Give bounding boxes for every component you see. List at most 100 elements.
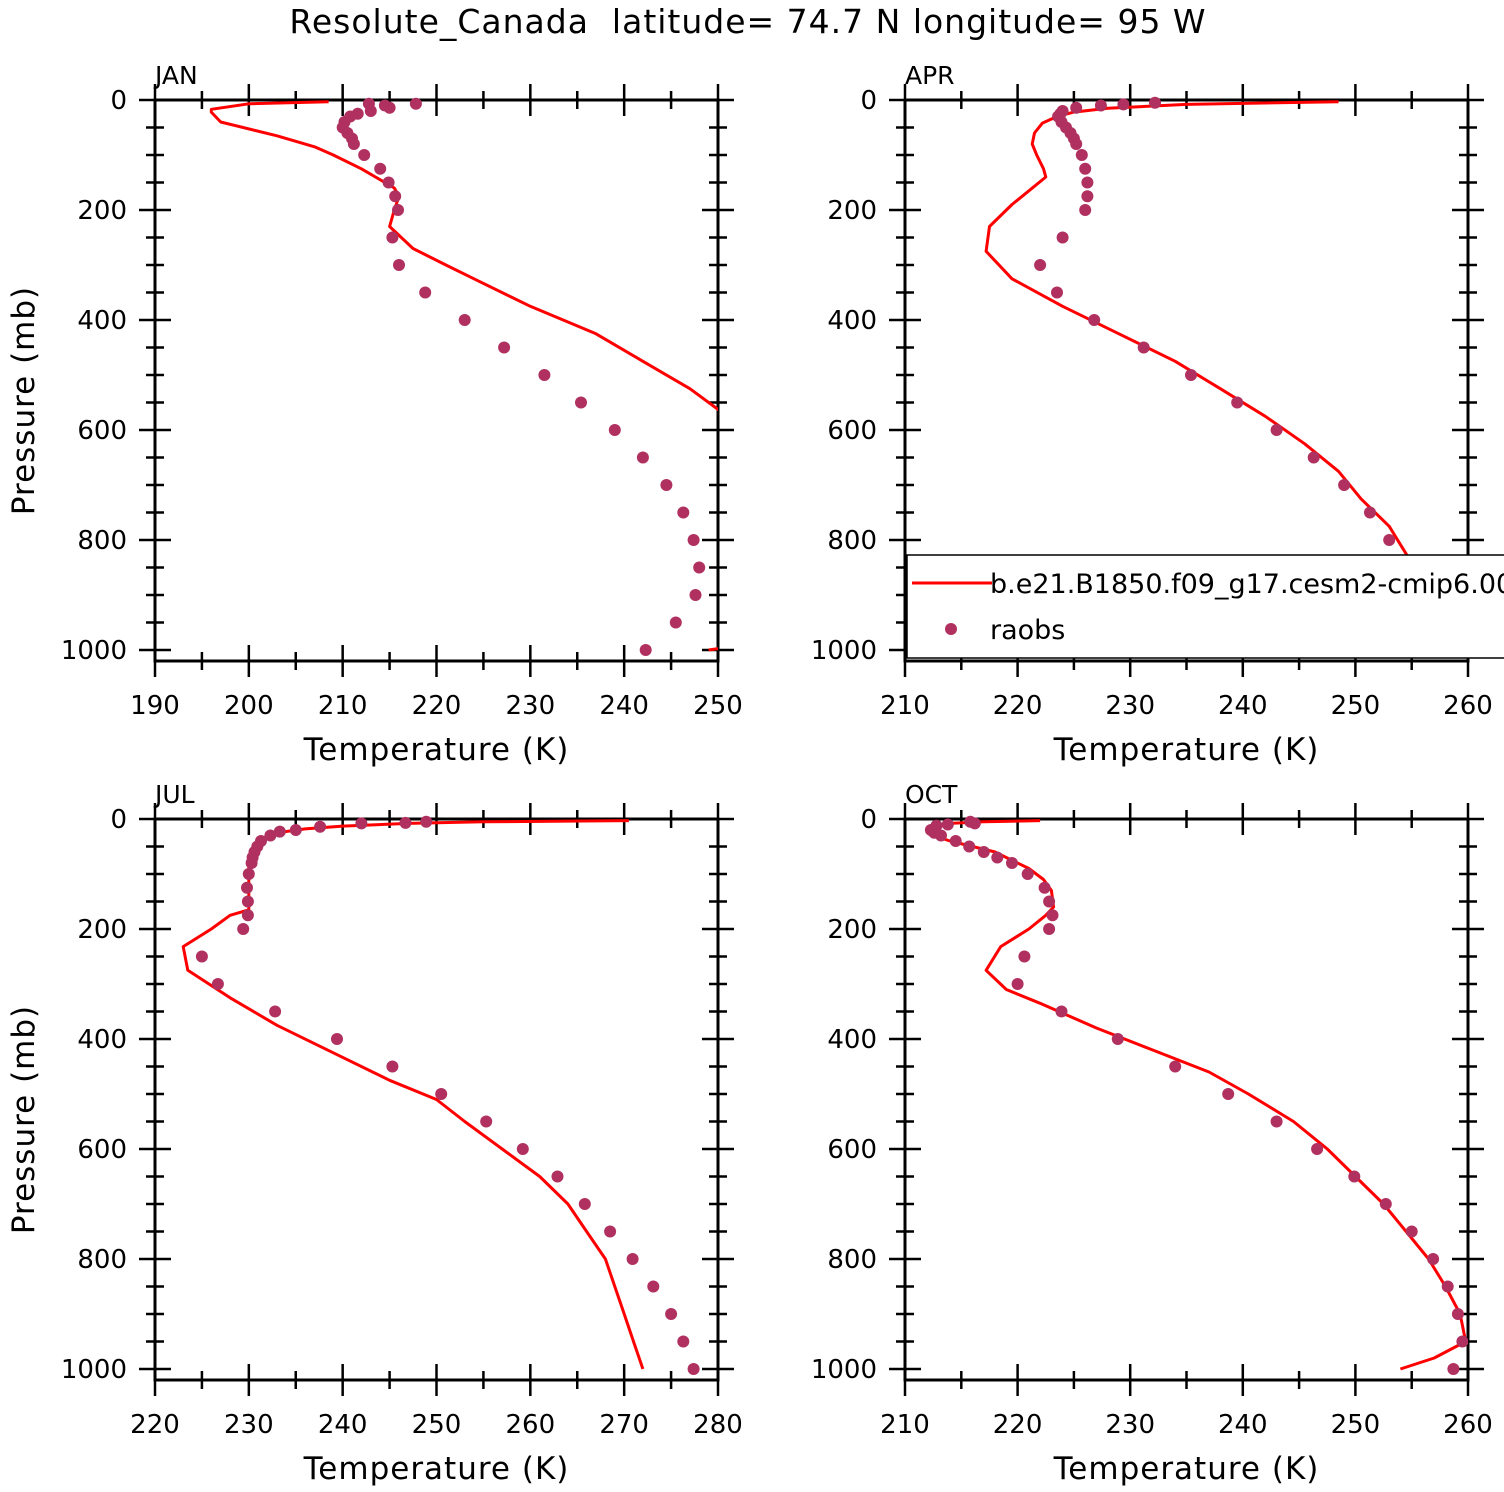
raobs-point	[289, 824, 302, 836]
raobs-point	[604, 1225, 617, 1238]
y-tick-label: 200	[77, 196, 127, 226]
x-tick-label: 240	[1218, 1410, 1268, 1440]
y-tick-label: 0	[110, 86, 127, 116]
raobs-point	[1311, 1143, 1324, 1155]
x-tick-label: 270	[599, 1410, 649, 1440]
raobs-point	[383, 101, 396, 114]
y-tick-label: 0	[110, 805, 127, 835]
y-tick-label: 1000	[61, 636, 127, 666]
raobs-point	[963, 840, 976, 853]
raobs-point	[498, 341, 511, 354]
y-tick-label: 600	[827, 416, 877, 446]
raobs-point	[399, 816, 412, 829]
data-layer	[181, 815, 700, 1375]
raobs-point	[1081, 176, 1094, 189]
raobs-point	[1383, 534, 1396, 546]
model-line-oct	[926, 819, 1468, 1371]
raobs-point	[264, 829, 277, 842]
x-tick-label: 250	[412, 1410, 462, 1440]
raobs-point	[1055, 1005, 1068, 1018]
y-tick-label: 800	[77, 1245, 127, 1275]
raobs-point	[1070, 138, 1083, 150]
raobs-point	[420, 815, 433, 828]
raobs-point	[242, 868, 255, 880]
x-tick-label: 220	[993, 691, 1043, 721]
raobs-point	[935, 829, 947, 842]
y-tick-label: 800	[77, 526, 127, 556]
y-tick-label: 400	[827, 306, 877, 336]
raobs-point	[435, 1088, 448, 1100]
raobs-point	[1111, 1033, 1124, 1045]
raobs-point	[245, 857, 258, 869]
panel-title: APR	[905, 61, 955, 90]
x-tick-label: 230	[224, 1410, 274, 1440]
raobs-point	[409, 97, 422, 110]
raobs-point	[1447, 1363, 1460, 1375]
y-tick-label: 200	[77, 915, 127, 945]
raobs-point	[1427, 1253, 1440, 1265]
raobs-point	[687, 534, 700, 546]
raobs-point	[687, 1363, 700, 1375]
raobs-point	[386, 231, 399, 244]
raobs-point	[374, 162, 387, 175]
raobs-point	[677, 1335, 690, 1348]
x-tick-label: 210	[880, 691, 930, 721]
raobs-point	[538, 369, 551, 381]
raobs-point	[665, 1308, 678, 1320]
y-tick-label: 800	[827, 1245, 877, 1275]
model-line-jan	[209, 100, 718, 652]
raobs-point	[1079, 162, 1092, 175]
y-tick-label: 0	[860, 805, 877, 835]
raobs-point	[393, 259, 405, 271]
x-tick-label: 250	[1331, 1410, 1381, 1440]
y-tick-label: 0	[860, 86, 877, 116]
x-axis-label: Temperature (K)	[1053, 732, 1320, 768]
panel-title: JAN	[153, 61, 198, 90]
raobs-point	[1081, 190, 1094, 203]
raobs-point	[575, 396, 587, 409]
raobs-point	[355, 817, 368, 830]
panel-title: JUL	[153, 780, 195, 809]
panel-title: OCT	[905, 780, 958, 809]
raobs-point	[389, 190, 402, 203]
x-tick-label: 210	[318, 691, 368, 721]
raobs-point	[1088, 314, 1101, 326]
data-layer	[924, 815, 1468, 1375]
data-layer	[209, 97, 718, 656]
y-tick-label: 600	[77, 1135, 127, 1165]
raobs-point	[578, 1198, 591, 1210]
raobs-point	[1117, 98, 1130, 111]
y-tick-label: 200	[827, 915, 877, 945]
raobs-point	[1231, 396, 1244, 409]
raobs-point	[669, 616, 682, 629]
raobs-point	[1270, 1115, 1283, 1128]
y-tick-label: 400	[827, 1025, 877, 1055]
raobs-point	[241, 881, 253, 894]
x-tick-label: 250	[693, 691, 743, 721]
raobs-point	[1451, 1308, 1464, 1320]
raobs-point	[1094, 99, 1107, 112]
raobs-point	[693, 561, 706, 574]
y-tick-label: 800	[827, 526, 877, 556]
x-tick-label: 280	[693, 1410, 743, 1440]
raobs-point	[977, 846, 990, 858]
x-tick-label: 230	[1105, 691, 1155, 721]
raobs-point	[1046, 909, 1059, 922]
y-tick-label: 1000	[811, 636, 877, 666]
x-tick-label: 250	[1331, 691, 1381, 721]
x-tick-label: 220	[412, 691, 462, 721]
raobs-point	[1043, 923, 1056, 935]
x-axis-label: Temperature (K)	[1053, 1451, 1320, 1487]
y-tick-label: 200	[827, 196, 877, 226]
y-axis-label: Pressure (mb)	[6, 286, 42, 515]
raobs-point	[314, 820, 327, 833]
raobs-point	[1222, 1088, 1235, 1100]
raobs-point	[1456, 1335, 1468, 1348]
raobs-point	[1021, 868, 1034, 880]
y-tick-label: 1000	[61, 1355, 127, 1385]
